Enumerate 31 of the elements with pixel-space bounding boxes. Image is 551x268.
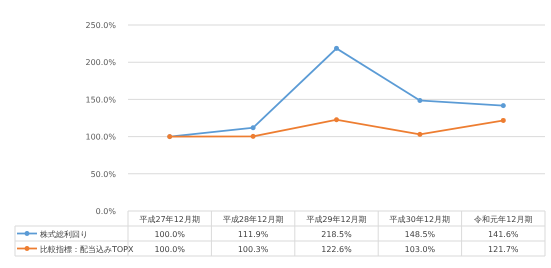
data-label: 100.0% [154, 245, 186, 254]
y-tick-label: 150.0% [85, 95, 116, 104]
y-tick-label: 100.0% [85, 132, 116, 142]
point [334, 46, 339, 51]
data-label: 111.9% [238, 230, 269, 239]
data-label: 141.6% [488, 230, 519, 239]
y-tick-label: 250.0% [85, 21, 116, 30]
data-label: 103.0% [404, 245, 436, 254]
x-tick-label: 平成28年12月期 [222, 215, 284, 224]
data-label: 218.5% [321, 230, 352, 239]
x-tick-label: 平成30年12月期 [390, 215, 450, 224]
legend-label: 比較指標：配当込みTOPX [40, 245, 134, 254]
data-label: 122.6% [321, 245, 352, 254]
x-tick-label: 令和元年12月期 [474, 215, 532, 224]
data-label: 100.0% [154, 230, 186, 239]
point [334, 117, 339, 122]
point [417, 98, 422, 104]
data-label: 148.5% [404, 230, 436, 239]
x-tick-label: 平成27年12月期 [140, 215, 200, 224]
point [500, 118, 506, 123]
x-tick-label: 平成29年12月期 [306, 215, 367, 224]
y-tick-label: 0.0% [96, 207, 116, 216]
point [250, 125, 256, 130]
y-tick-label: 200.0% [85, 58, 116, 68]
point [250, 134, 256, 139]
legend-label: 株式総利回り [39, 230, 88, 239]
point [417, 132, 422, 137]
y-tick-label: 50.0% [90, 170, 116, 179]
data-label: 121.7% [488, 245, 519, 254]
point [500, 103, 506, 108]
data-label: 100.3% [238, 245, 269, 254]
